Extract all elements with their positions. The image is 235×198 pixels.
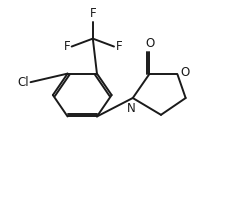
Text: F: F bbox=[90, 7, 96, 20]
Text: Cl: Cl bbox=[18, 76, 29, 89]
Text: F: F bbox=[115, 40, 122, 53]
Text: F: F bbox=[64, 40, 70, 53]
Text: O: O bbox=[180, 66, 189, 79]
Text: O: O bbox=[146, 37, 155, 50]
Text: N: N bbox=[127, 102, 136, 115]
